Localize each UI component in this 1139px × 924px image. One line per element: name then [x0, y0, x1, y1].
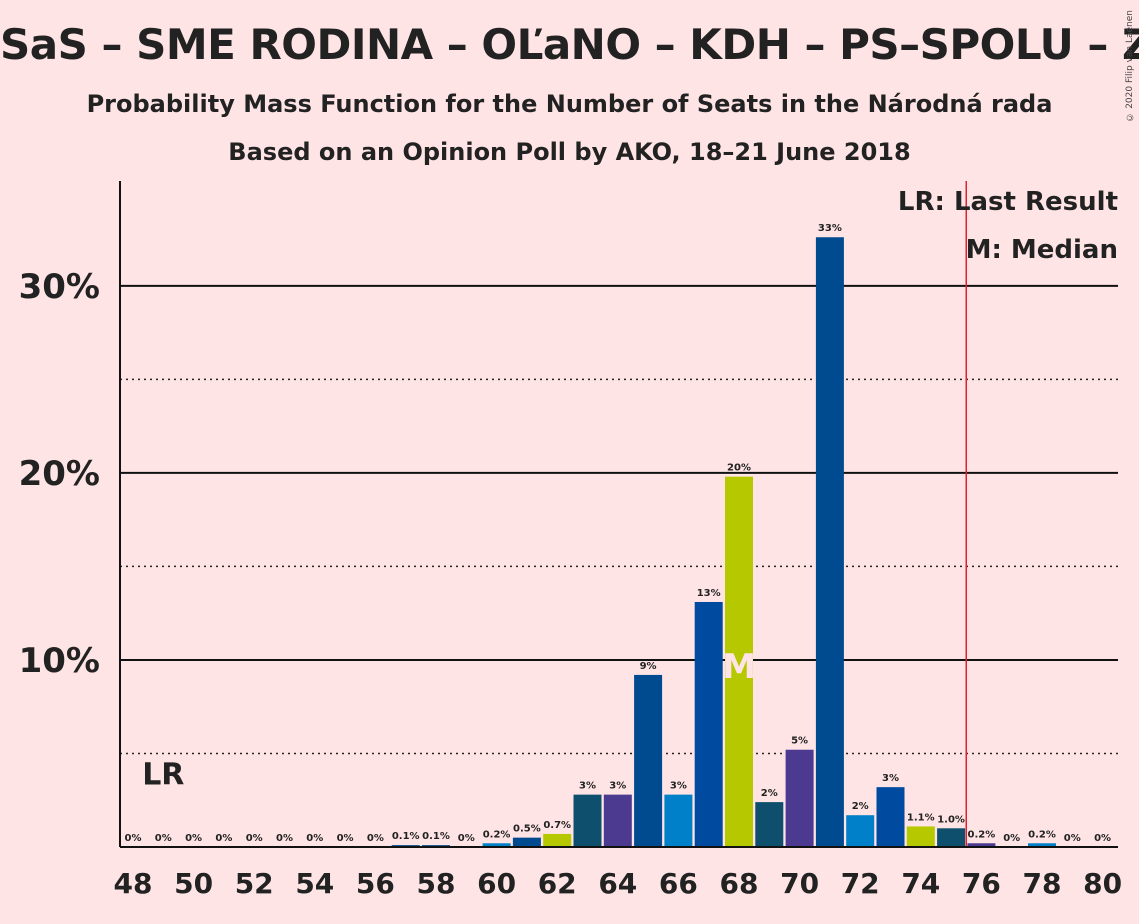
- x-tick-label: 56: [356, 867, 395, 900]
- bar-69: [755, 802, 784, 847]
- legend-last-result: LR: Last Result: [898, 187, 1118, 217]
- data-label-55: 0%: [337, 833, 354, 844]
- data-label-75: 1.0%: [937, 814, 965, 825]
- data-label-64: 3%: [609, 781, 626, 792]
- y-tick-label: 20%: [19, 454, 100, 494]
- x-tick-label: 74: [901, 867, 940, 900]
- bar-65: [634, 674, 663, 847]
- data-label-52: 0%: [246, 833, 263, 844]
- chart-subtitle-poll: Based on an Opinion Poll by AKO, 18–21 J…: [228, 138, 911, 166]
- bar-76: [967, 843, 996, 847]
- data-label-65: 9%: [640, 661, 657, 672]
- x-tick-label: 72: [841, 867, 880, 900]
- x-tick-label: 52: [235, 867, 274, 900]
- x-tick-label: 80: [1083, 867, 1122, 900]
- x-tick-label: 70: [780, 867, 819, 900]
- data-label-77: 0%: [1003, 833, 1020, 844]
- x-tick-label: 66: [659, 867, 698, 900]
- x-tick-label: 50: [174, 867, 213, 900]
- bar-66: [664, 794, 693, 847]
- data-label-76: 0.2%: [968, 829, 996, 840]
- bar-72: [846, 815, 875, 847]
- y-tick-label: 10%: [19, 641, 100, 681]
- x-tick-label: 78: [1023, 867, 1062, 900]
- bar-71: [815, 237, 844, 847]
- data-label-78: 0.2%: [1028, 829, 1056, 840]
- data-label-48: 0%: [125, 833, 142, 844]
- data-label-56: 0%: [367, 833, 384, 844]
- bar-62: [543, 833, 572, 847]
- bar-60: [482, 843, 511, 847]
- data-label-57: 0.1%: [392, 831, 420, 842]
- bar-73: [876, 787, 905, 847]
- bar-68: [725, 476, 753, 847]
- data-label-50: 0%: [185, 833, 202, 844]
- data-label-69: 2%: [761, 788, 778, 799]
- bar-64: [603, 794, 632, 847]
- x-tick-label: 58: [417, 867, 456, 900]
- x-tick-label: 48: [114, 867, 153, 900]
- data-label-80: 0%: [1094, 833, 1111, 844]
- x-tick-label: 76: [962, 867, 1001, 900]
- x-tick-label: 62: [538, 867, 577, 900]
- last-result-marker: LR: [142, 757, 184, 792]
- bar-67: [694, 601, 723, 847]
- data-label-67: 13%: [697, 588, 721, 599]
- data-label-53: 0%: [276, 833, 293, 844]
- data-label-51: 0%: [215, 833, 232, 844]
- data-label-59: 0%: [458, 833, 475, 844]
- data-label-58: 0.1%: [422, 831, 450, 842]
- legend-median: M: Median: [966, 235, 1118, 265]
- chart-title: SaS – SME RODINA – OĽaNO – KDH – PS–SPOL…: [0, 20, 1139, 69]
- data-label-79: 0%: [1064, 833, 1081, 844]
- x-tick-label: 54: [295, 867, 334, 900]
- y-tick-label: 30%: [19, 267, 100, 307]
- data-label-74: 1.1%: [907, 812, 935, 823]
- bar-63: [573, 794, 602, 847]
- data-label-71: 33%: [818, 223, 842, 234]
- data-label-66: 3%: [670, 781, 687, 792]
- data-label-60: 0.2%: [483, 829, 511, 840]
- bar-75: [937, 828, 966, 847]
- data-label-72: 2%: [852, 801, 869, 812]
- data-label-68: 20%: [727, 463, 751, 474]
- x-tick-label: 64: [598, 867, 637, 900]
- data-label-54: 0%: [306, 833, 323, 844]
- data-label-61: 0.5%: [513, 824, 541, 835]
- data-label-62: 0.7%: [543, 820, 571, 831]
- bar-61: [512, 837, 541, 847]
- data-label-63: 3%: [579, 781, 596, 792]
- x-tick-label: 60: [477, 867, 516, 900]
- data-label-73: 3%: [882, 773, 899, 784]
- x-tick-label: 68: [720, 867, 759, 900]
- data-label-70: 5%: [791, 736, 808, 747]
- chart-subtitle: Probability Mass Function for the Number…: [86, 90, 1053, 118]
- bar-70: [785, 749, 814, 847]
- median-marker: M: [722, 647, 756, 687]
- bar-74: [906, 826, 935, 847]
- data-label-49: 0%: [155, 833, 172, 844]
- bar-78: [1028, 843, 1056, 847]
